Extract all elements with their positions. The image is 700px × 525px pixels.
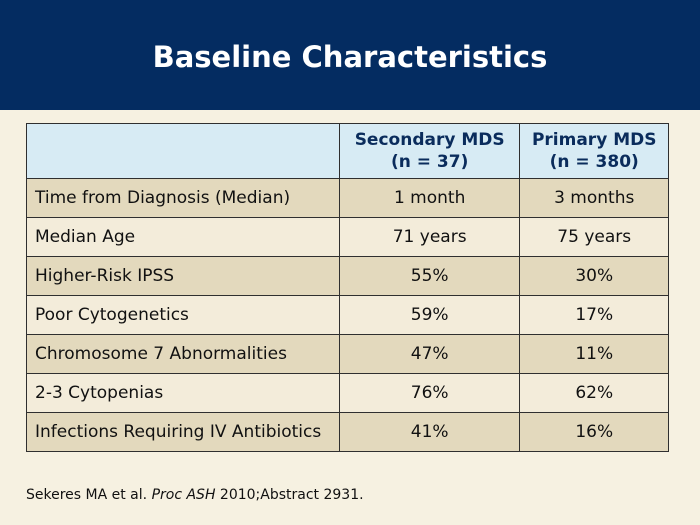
column-header-primary-mds: Primary MDS (n = 380) <box>519 123 669 179</box>
table-header-row: Secondary MDS (n = 37) Primary MDS (n = … <box>26 123 669 179</box>
secondary-mds-value: 1 month <box>338 178 521 218</box>
row-label: 2-3 Cytopenias <box>26 373 340 413</box>
row-label: Infections Requiring IV Antibiotics <box>26 412 340 452</box>
citation-journal: Proc ASH <box>151 487 216 503</box>
secondary-mds-value: 55% <box>338 256 521 296</box>
row-label: Chromosome 7 Abnormalities <box>26 334 340 374</box>
column-header-secondary-mds: Secondary MDS (n = 37) <box>338 123 521 179</box>
primary-mds-value: 62% <box>519 373 669 413</box>
citation-details: 2010;Abstract 2931. <box>215 487 364 503</box>
table-row: Time from Diagnosis (Median) 1 month 3 m… <box>26 178 669 218</box>
citation-authors: Sekeres MA et al. <box>26 487 152 503</box>
citation: Sekeres MA et al. Proc ASH 2010;Abstract… <box>26 487 364 503</box>
column-header-label: Secondary MDS <box>354 130 505 150</box>
table-row: Poor Cytogenetics 59% 17% <box>26 295 669 335</box>
primary-mds-value: 3 months <box>519 178 669 218</box>
slide-title: Baseline Characteristics <box>152 40 548 74</box>
primary-mds-value: 75 years <box>519 217 669 257</box>
table-row: Higher-Risk IPSS 55% 30% <box>26 256 669 296</box>
table-corner-cell <box>26 123 340 179</box>
secondary-mds-value: 47% <box>338 334 521 374</box>
primary-mds-value: 11% <box>519 334 669 374</box>
secondary-mds-value: 76% <box>338 373 521 413</box>
row-label: Higher-Risk IPSS <box>26 256 340 296</box>
table-row: Chromosome 7 Abnormalities 47% 11% <box>26 334 669 374</box>
secondary-mds-value: 71 years <box>338 217 521 257</box>
secondary-mds-value: 41% <box>338 412 521 452</box>
table-row: Infections Requiring IV Antibiotics 41% … <box>26 412 669 452</box>
row-label: Median Age <box>26 217 340 257</box>
primary-mds-value: 30% <box>519 256 669 296</box>
table-row: Median Age 71 years 75 years <box>26 217 669 257</box>
primary-mds-value: 16% <box>519 412 669 452</box>
table-row: 2-3 Cytopenias 76% 62% <box>26 373 669 413</box>
primary-mds-value: 17% <box>519 295 669 335</box>
column-header-label: Primary MDS <box>531 130 657 150</box>
title-bar: Baseline Characteristics <box>0 0 700 110</box>
row-label: Time from Diagnosis (Median) <box>26 178 340 218</box>
secondary-mds-value: 59% <box>338 295 521 335</box>
column-header-count: (n = 380) <box>549 152 639 172</box>
baseline-characteristics-table: Secondary MDS (n = 37) Primary MDS (n = … <box>26 123 669 452</box>
column-header-count: (n = 37) <box>390 152 469 172</box>
row-label: Poor Cytogenetics <box>26 295 340 335</box>
